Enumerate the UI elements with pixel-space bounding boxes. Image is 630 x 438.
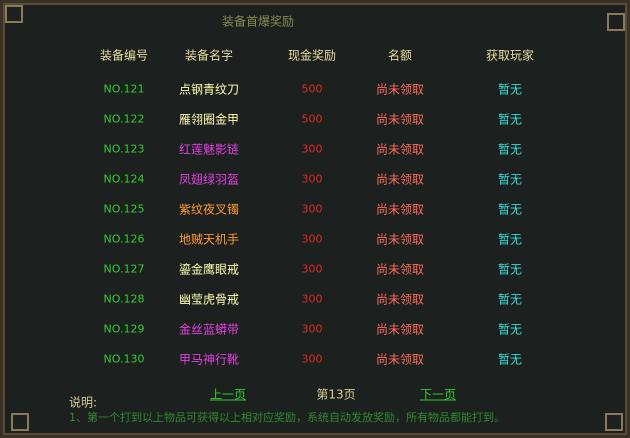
player-name: 暂无 (497, 82, 523, 97)
cash-reward: 300 (301, 262, 323, 276)
item-id: NO.129 (103, 322, 145, 336)
column-header: 名额 (387, 48, 413, 63)
item-id: NO.121 (103, 82, 145, 96)
column-header: 装备编号 (99, 48, 149, 63)
cash-reward: 500 (301, 82, 323, 96)
cash-reward: 300 (301, 232, 323, 246)
column-header: 装备名字 (184, 48, 234, 63)
corner (5, 5, 23, 23)
item-name: 红莲魅影链 (178, 142, 240, 157)
player-name: 暂无 (497, 172, 523, 187)
player-name: 暂无 (497, 292, 523, 307)
cash-reward: 300 (301, 142, 323, 156)
item-name: 幽莹虎骨戒 (178, 292, 240, 307)
claim-status: 尚未领取 (375, 142, 425, 157)
claim-status: 尚未领取 (375, 82, 425, 97)
claim-status: 尚未领取 (375, 292, 425, 307)
corner (605, 413, 623, 431)
item-id: NO.123 (103, 142, 145, 156)
item-id: NO.122 (103, 112, 145, 126)
item-id: NO.127 (103, 262, 145, 276)
player-name: 暂无 (497, 112, 523, 127)
item-id: NO.124 (103, 172, 145, 186)
player-name: 暂无 (497, 262, 523, 277)
item-name: 紫纹夜叉镯 (178, 202, 240, 217)
note-text: 1、第一个打到以上物品可获得以上相对应奖励，系统自动发放奖励，所有物品都能打到。 (69, 411, 505, 424)
cash-reward: 300 (301, 292, 323, 306)
note-label: 说明: (69, 395, 98, 410)
prev-page[interactable]: 上一页 (209, 387, 247, 402)
column-header: 现金奖励 (287, 48, 337, 63)
claim-status: 尚未领取 (375, 262, 425, 277)
claim-status: 尚未领取 (375, 172, 425, 187)
item-id: NO.125 (103, 202, 145, 216)
cash-reward: 300 (301, 202, 323, 216)
close-button[interactable] (607, 13, 625, 31)
item-name: 凤翅绿羽盔 (178, 172, 240, 187)
window-title: 装备首爆奖励 (221, 14, 295, 29)
item-name: 地贼天机手 (178, 232, 240, 247)
player-name: 暂无 (497, 352, 523, 367)
item-id: NO.128 (103, 292, 145, 306)
item-name: 金丝蓝蟒带 (178, 322, 240, 337)
player-name: 暂无 (497, 202, 523, 217)
claim-status: 尚未领取 (375, 202, 425, 217)
cash-reward: 300 (301, 322, 323, 336)
item-id: NO.130 (103, 352, 145, 366)
player-name: 暂无 (497, 142, 523, 157)
player-name: 暂无 (497, 322, 523, 337)
item-name: 甲马神行靴 (178, 352, 240, 367)
corner (11, 413, 29, 431)
player-name: 暂无 (497, 232, 523, 247)
claim-status: 尚未领取 (375, 352, 425, 367)
cash-reward: 500 (301, 112, 323, 126)
page-number: 第13页 (316, 387, 356, 402)
item-name: 雁翎圈金甲 (178, 112, 240, 127)
claim-status: 尚未领取 (375, 112, 425, 127)
claim-status: 尚未领取 (375, 322, 425, 337)
claim-status: 尚未领取 (375, 232, 425, 247)
item-id: NO.126 (103, 232, 145, 246)
next-page[interactable]: 下一页 (419, 387, 457, 402)
column-header: 获取玩家 (485, 48, 535, 63)
cash-reward: 300 (301, 352, 323, 366)
cash-reward: 300 (301, 172, 323, 186)
item-name: 点钢青纹刀 (178, 82, 240, 97)
item-name: 鎏金鹰眼戒 (178, 262, 240, 277)
